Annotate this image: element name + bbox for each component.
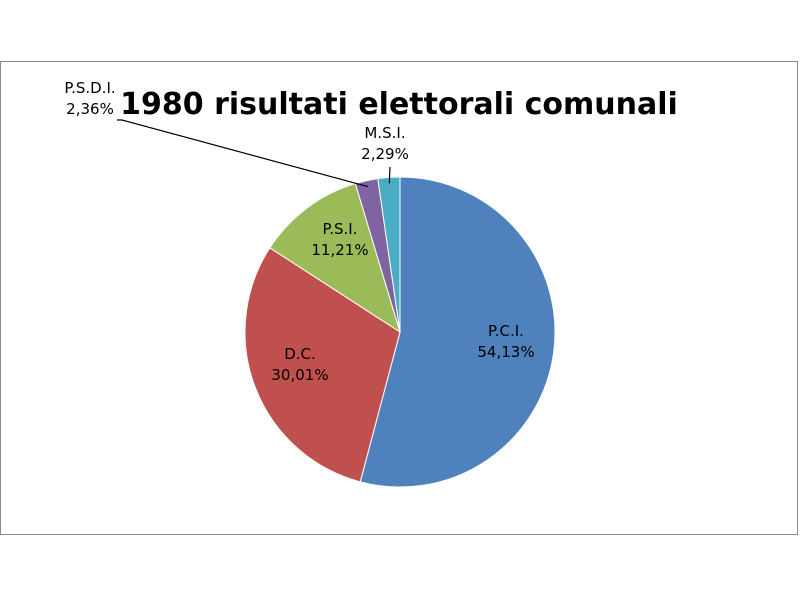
leader-lines xyxy=(117,119,391,188)
pie-slice-p-s-i xyxy=(269,182,401,334)
pie-slice-d-c xyxy=(244,247,401,483)
pie-slice-m-s-i xyxy=(377,176,401,333)
data-label-category-m-s-i: M.S.I. xyxy=(364,124,405,142)
leader-line-m-s-i xyxy=(388,166,391,184)
data-label-category-p-c-i: P.C.I. xyxy=(488,322,524,340)
data-label-value-p-c-i: 54,13% xyxy=(477,343,534,361)
data-label-value-d-c: 30,01% xyxy=(271,366,328,384)
leader-line-p-s-d-i xyxy=(117,119,368,188)
data-label-value-p-s-i: 11,21% xyxy=(311,241,368,259)
data-label-value-p-s-d-i: 2,36% xyxy=(66,100,114,118)
data-label-value-m-s-i: 2,29% xyxy=(361,145,409,163)
pie-slice-p-c-i xyxy=(359,176,556,488)
data-labels: P.C.I. 54,13% D.C. 30,01% P.S.I. 11,21% P.S.D.… xyxy=(64,79,534,384)
chart-title: 1980 risultati elettorali comunali xyxy=(120,87,678,122)
data-label-category-p-s-i: P.S.I. xyxy=(323,220,358,238)
data-label-category-d-c: D.C. xyxy=(284,345,316,363)
data-label-category-p-s-d-i: P.S.D.I. xyxy=(64,79,115,97)
